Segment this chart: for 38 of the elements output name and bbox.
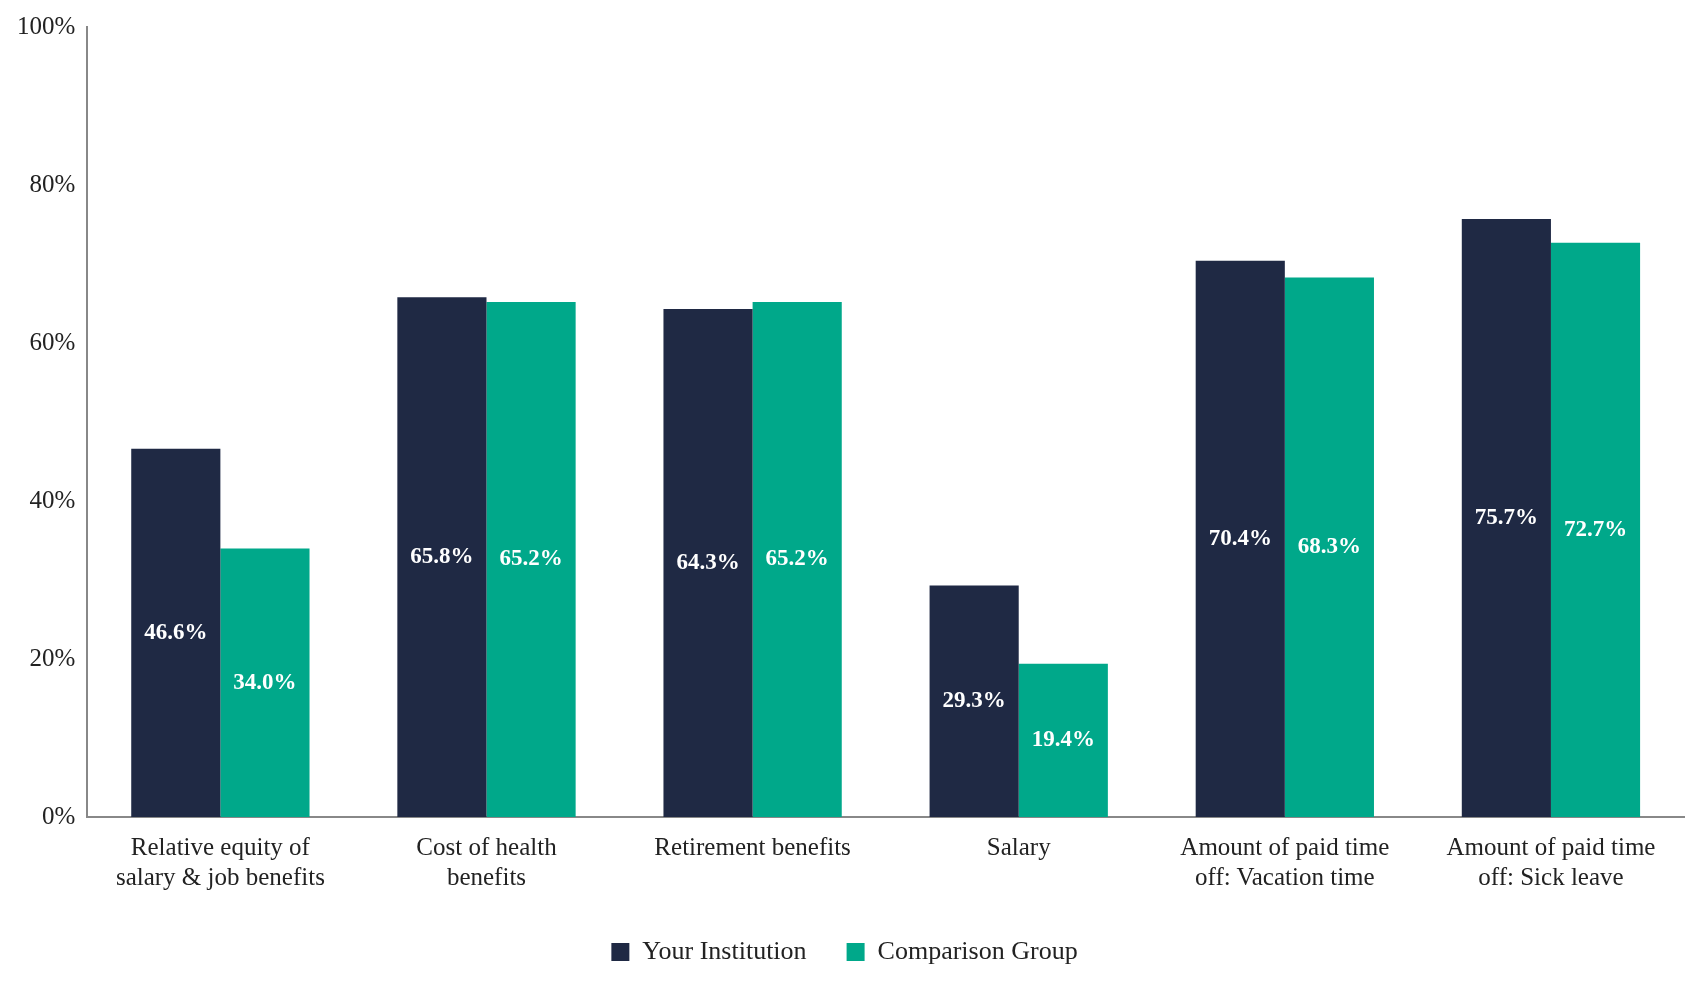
- bar: [929, 585, 1019, 817]
- x-tick-label: Amount of paid time off: Vacation time: [1180, 832, 1390, 890]
- y-tick-label: 20%: [29, 643, 76, 671]
- x-tick-label: Relative equity of salary & job benefits: [115, 832, 325, 890]
- y-tick-label: 80%: [29, 169, 76, 197]
- legend-label: Comparison Group: [877, 935, 1078, 965]
- bar: [1018, 663, 1108, 817]
- data-label: 65.8%: [410, 543, 474, 569]
- x-tick-label: Amount of paid time off: Sick leave: [1446, 832, 1656, 890]
- legend-label: Your Institution: [642, 935, 807, 965]
- bar: [1461, 218, 1551, 817]
- x-tick-label: Cost of health benefits: [416, 832, 558, 890]
- y-tick-label: 60%: [29, 327, 76, 355]
- data-label: 72.7%: [1563, 515, 1628, 541]
- y-tick-label: 40%: [29, 485, 76, 513]
- bar: [663, 309, 753, 817]
- data-label: 64.3%: [676, 548, 740, 574]
- data-label: 70.4%: [1208, 524, 1272, 550]
- y-tick-label: 0%: [42, 801, 76, 829]
- bar: [752, 301, 842, 817]
- data-label: 29.3%: [942, 687, 1006, 713]
- bar: [1195, 260, 1285, 817]
- x-tick-label: Salary: [986, 832, 1052, 860]
- bar: [486, 301, 576, 817]
- bar: [1550, 242, 1641, 817]
- data-label: 34.0%: [233, 668, 297, 694]
- data-label: 65.2%: [765, 545, 829, 571]
- bar: [220, 548, 310, 817]
- bar: [397, 297, 487, 817]
- data-label: 65.2%: [499, 545, 563, 571]
- data-label: 46.6%: [144, 618, 208, 644]
- bar: [1284, 277, 1374, 817]
- data-label: 75.7%: [1474, 503, 1538, 529]
- y-tick-label: 100%: [17, 11, 76, 39]
- x-tick-label: Retirement benefits: [654, 832, 851, 860]
- data-label: 19.4%: [1031, 726, 1095, 752]
- data-label: 68.3%: [1297, 533, 1362, 559]
- bar: [131, 448, 221, 817]
